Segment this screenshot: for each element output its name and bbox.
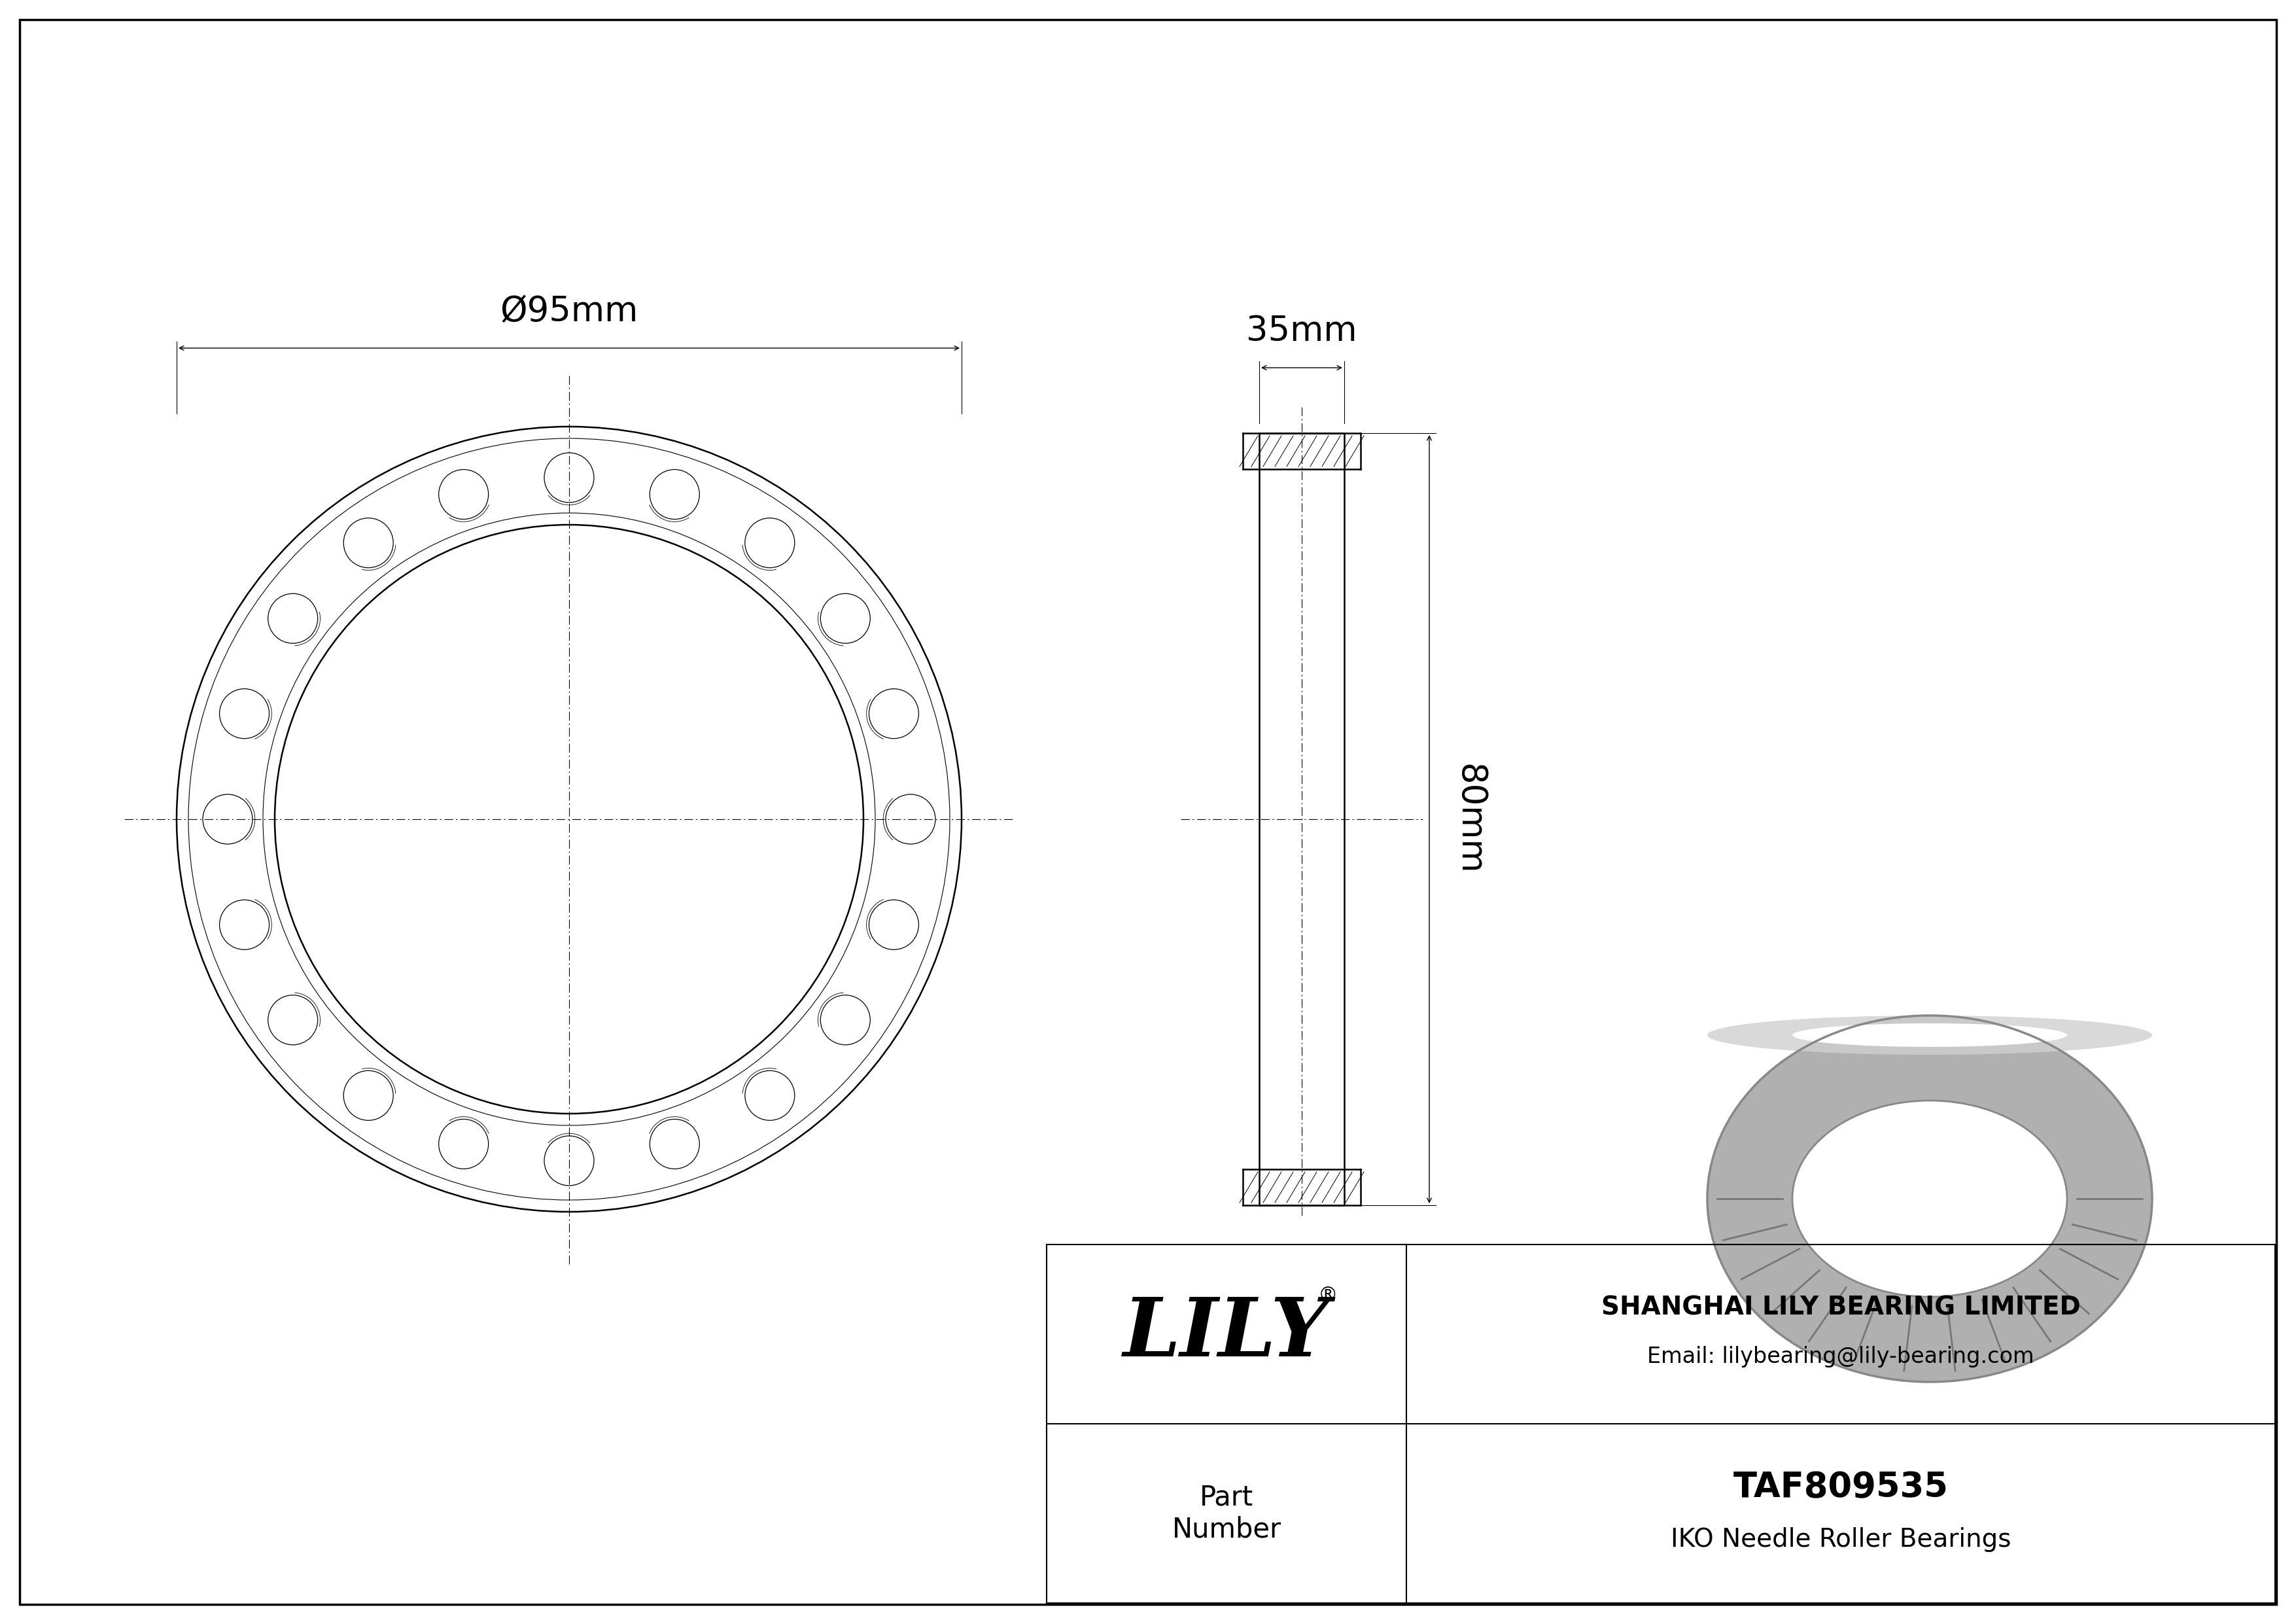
- Text: ®: ®: [1318, 1285, 1339, 1304]
- Text: Email: lilybearing@lily-bearing.com: Email: lilybearing@lily-bearing.com: [1646, 1346, 2034, 1367]
- Text: 35mm: 35mm: [1247, 313, 1357, 348]
- Bar: [1047, 1244, 2275, 1603]
- Text: IKO Needle Roller Bearings: IKO Needle Roller Bearings: [1671, 1527, 2011, 1553]
- Text: Ø95mm: Ø95mm: [501, 294, 638, 328]
- Text: LILY: LILY: [1123, 1294, 1329, 1374]
- Ellipse shape: [1793, 1101, 2066, 1298]
- Ellipse shape: [1708, 1015, 2151, 1054]
- Bar: [1258, 434, 1343, 1205]
- Text: Part
Number: Part Number: [1171, 1484, 1281, 1543]
- Ellipse shape: [1708, 1015, 2151, 1382]
- Text: TAF809535: TAF809535: [1733, 1470, 1949, 1504]
- Text: SHANGHAI LILY BEARING LIMITED: SHANGHAI LILY BEARING LIMITED: [1600, 1296, 2080, 1320]
- Text: 80mm: 80mm: [1451, 763, 1486, 875]
- Ellipse shape: [1793, 1023, 2066, 1047]
